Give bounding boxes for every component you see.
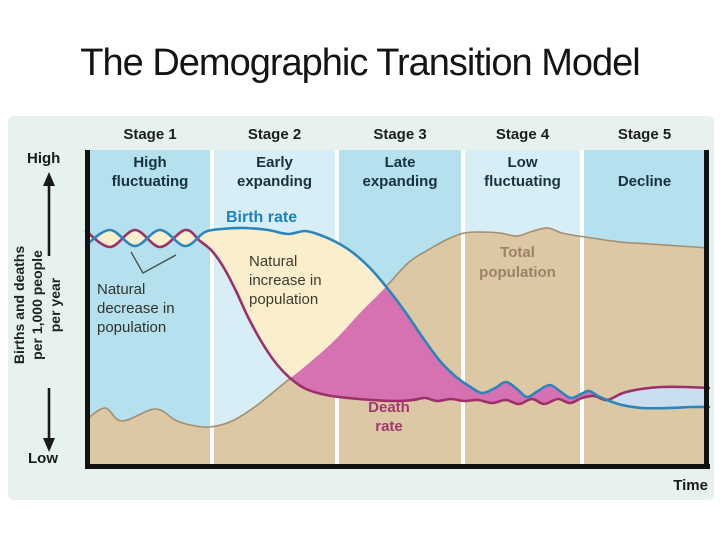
page-title: The Demographic Transition Model (80, 42, 640, 84)
birth-rate-label: Birth rate (226, 209, 298, 226)
total-population-label: Total population (479, 244, 556, 281)
y-axis-title: Births and deaths per 1,000 people per y… (11, 245, 63, 365)
stage2-label: Early expanding (236, 154, 312, 190)
death-rate-line (84, 228, 711, 406)
plot-left-border (85, 150, 90, 466)
stage2-header: Stage 2 (247, 126, 302, 143)
stage4-header: Stage 4 (495, 126, 550, 143)
natural-decrease-label: Natural decrease in population (97, 281, 175, 336)
up-arrow-icon (43, 172, 55, 186)
stage-separator (210, 150, 214, 464)
stage1-label: High fluctuating (111, 154, 189, 190)
stage-separator (461, 150, 465, 464)
total-population-edge (85, 227, 710, 428)
stage4-label: Low fluctuating (484, 154, 561, 190)
natural-decrease-area-stage5 (607, 386, 709, 409)
y-axis-high-label: High (27, 150, 61, 167)
stage1-header: Stage 1 (123, 126, 177, 143)
natural-increase-area (86, 227, 607, 405)
stage-separator (580, 150, 584, 464)
birth-rate-line (84, 226, 711, 410)
x-axis-title: Time (673, 477, 708, 494)
plot-bottom-axis (85, 464, 710, 469)
stage3-label: Late expanding (362, 154, 438, 190)
stage3-header: Stage 3 (373, 126, 427, 143)
plot-right-border (704, 150, 709, 466)
natural-increase-label: Natural increase in population (249, 253, 322, 308)
death-rate-label: Death rate (368, 399, 410, 435)
natural-decrease-pointer (130, 251, 177, 274)
y-axis-low-label: Low (28, 450, 58, 467)
stage5-label: Decline (617, 173, 672, 190)
down-arrow-icon (43, 438, 55, 452)
stage5-header: Stage 5 (617, 126, 672, 143)
